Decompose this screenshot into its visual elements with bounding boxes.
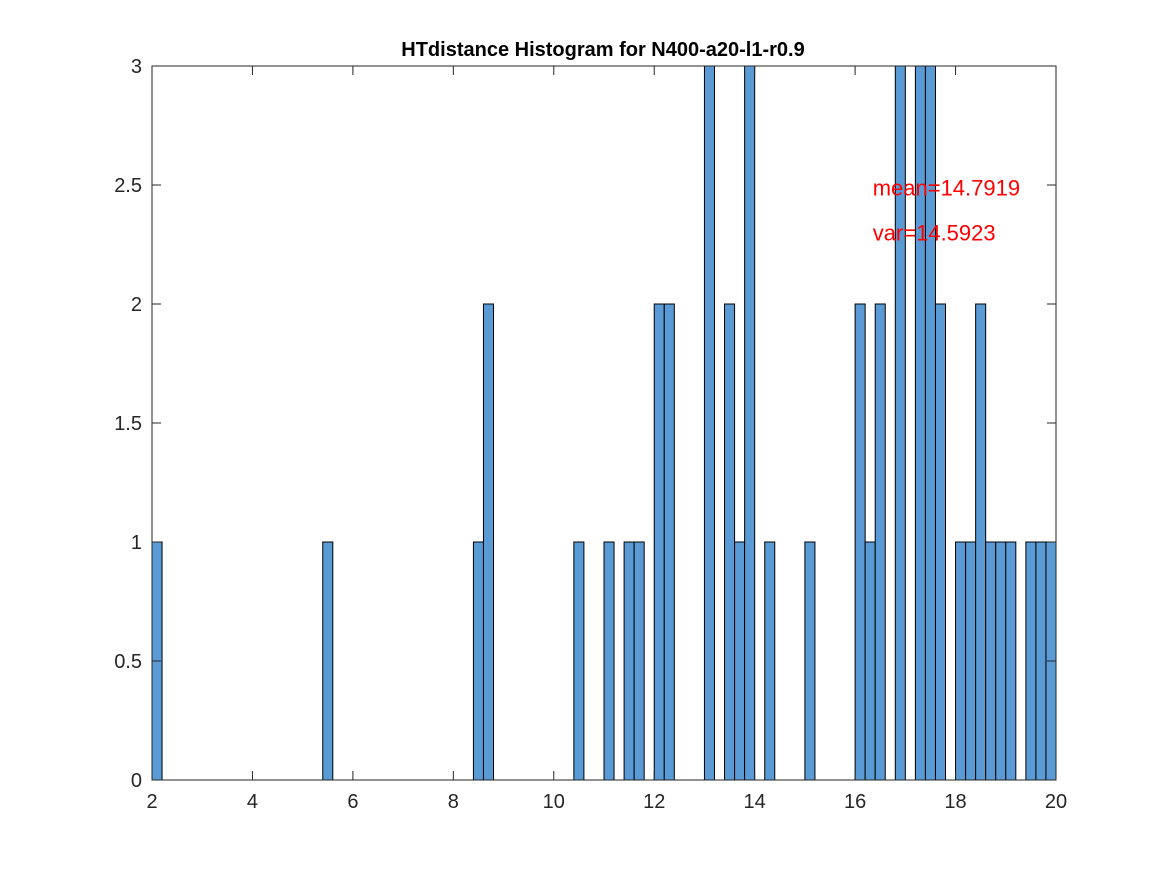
histogram-bar-30 (1035, 541, 1047, 781)
histogram-bar-14 (764, 541, 776, 781)
histogram-bar-29 (1025, 541, 1037, 781)
y-tick-label: 2.5 (114, 175, 142, 197)
histogram-bar-1 (322, 541, 334, 781)
y-axis: 0 0.5 1 1.5 2 2.5 3 (114, 56, 1056, 792)
annotation-text-1: var=14.5923 (873, 221, 996, 246)
histogram-bar-21 (924, 65, 936, 781)
x-tick-label: 14 (744, 791, 766, 813)
bars-layer (151, 65, 1057, 781)
histogram-bar-25 (975, 303, 987, 781)
y-tick-label: 1.5 (114, 413, 142, 435)
histogram-bar-8 (653, 303, 665, 781)
y-tick-label: 3 (131, 56, 142, 78)
histogram-bar-6 (623, 541, 635, 781)
x-tick-label: 20 (1045, 791, 1067, 813)
histogram-bar-10 (703, 65, 715, 781)
histogram-bar-16 (854, 303, 866, 781)
histogram-bar-13 (744, 65, 756, 781)
y-tick-label: 0 (131, 770, 142, 792)
x-tick-label: 8 (448, 791, 459, 813)
x-tick-label: 18 (944, 791, 966, 813)
x-axis: 2 4 6 8 10 12 14 16 18 20 (146, 66, 1067, 813)
histogram-bar-23 (955, 541, 967, 781)
histogram-bar-2 (472, 541, 484, 781)
chart-title: HTdistance Histogram for N400-a20-l1-r0.… (401, 39, 804, 61)
y-tick-label: 1 (131, 532, 142, 554)
x-tick-label: 10 (543, 791, 565, 813)
histogram-bar-17 (864, 541, 876, 781)
histogram-bar-28 (1005, 541, 1017, 781)
histogram-bar-12 (734, 541, 746, 781)
histogram-bar-7 (633, 541, 645, 781)
x-tick-label: 16 (844, 791, 866, 813)
annotations: mean=14.7919 var=14.5923 (873, 175, 1020, 245)
histogram-bar-20 (914, 65, 926, 781)
histogram-bar-27 (995, 541, 1007, 781)
histogram-bar-11 (724, 303, 736, 781)
histogram-bar-26 (985, 541, 997, 781)
histogram-bar-9 (663, 303, 675, 781)
histogram-bar-24 (965, 541, 977, 781)
histogram-bar-19 (894, 65, 906, 781)
x-tick-label: 2 (146, 791, 157, 813)
histogram-bar-4 (573, 541, 585, 781)
x-tick-label: 4 (247, 791, 258, 813)
histogram-bar-3 (482, 303, 495, 781)
histogram-bar-18 (874, 303, 886, 781)
y-tick-label: 2 (131, 294, 142, 316)
x-tick-label: 12 (643, 791, 665, 813)
histogram-bar-5 (603, 541, 615, 781)
histogram-bar-15 (804, 541, 816, 781)
x-tick-label: 6 (347, 791, 358, 813)
y-tick-label: 0.5 (114, 651, 142, 673)
histogram-bar-22 (934, 303, 947, 781)
annotation-text-0: mean=14.7919 (873, 175, 1020, 200)
